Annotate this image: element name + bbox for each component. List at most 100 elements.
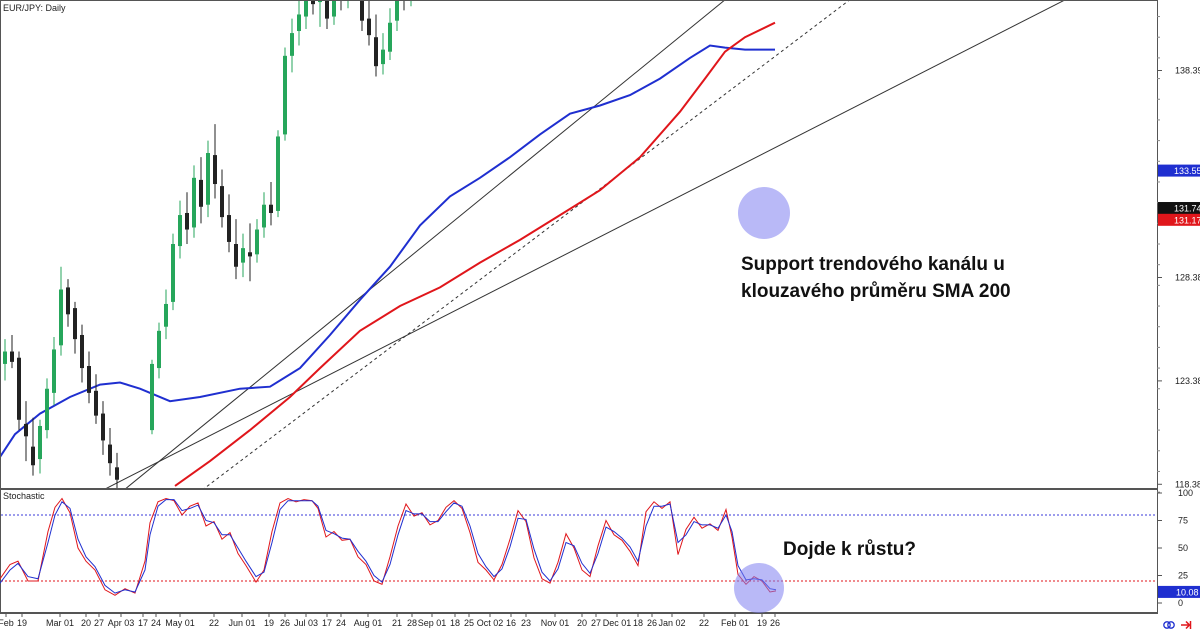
link-icon[interactable]: [1163, 621, 1175, 629]
candle-body: [234, 244, 238, 267]
candle-body: [248, 252, 252, 257]
candle-body: [325, 1, 329, 19]
candle-body: [31, 446, 35, 466]
candle: [227, 194, 231, 253]
date-tick-label: Aug 01: [354, 618, 383, 628]
date-tick-label: Sep 01: [418, 618, 447, 628]
candle-body: [283, 55, 287, 135]
candle: [31, 417, 35, 476]
channel-lower-line: [106, 1, 1064, 488]
stoch-tick-label: 25: [1178, 571, 1188, 581]
candle: [290, 18, 294, 73]
date-tick-label: Oct 02: [477, 618, 504, 628]
candle: [101, 401, 105, 455]
candle-body: [395, 1, 399, 21]
candle-body: [220, 186, 224, 218]
date-tick-label: 19: [17, 618, 27, 628]
date-tick-label: Dec 01: [603, 618, 632, 628]
candle-body: [66, 287, 70, 315]
candle-body: [3, 351, 7, 364]
date-tick-label: Apr 03: [108, 618, 135, 628]
candle: [192, 165, 196, 238]
arrow-icon[interactable]: [1181, 620, 1192, 630]
candle: [52, 337, 56, 406]
sma-200-line: [174, 21, 776, 487]
candle: [24, 401, 28, 462]
candle-body: [24, 423, 28, 437]
candle: [234, 219, 238, 280]
candle: [262, 192, 266, 238]
date-tick-label: 26: [647, 618, 657, 628]
candle-body: [227, 215, 231, 242]
candle: [297, 1, 301, 46]
candle-body: [164, 303, 168, 327]
candle: [367, 1, 371, 46]
stoch-annotation: Dojde k růstu?: [783, 539, 916, 560]
candle-body: [38, 425, 42, 460]
date-tick-label: 27: [591, 618, 601, 628]
candle-body: [115, 467, 119, 480]
candle: [73, 301, 77, 354]
candle-body: [255, 229, 259, 255]
sma-100-line: [1, 44, 775, 458]
candle: [59, 266, 63, 356]
stoch-value-label: 10.08: [1176, 587, 1199, 597]
candle: [255, 219, 259, 263]
stoch-pane: [0, 489, 1158, 613]
candle-body: [332, 1, 336, 17]
price-tick-label: 123.38: [1175, 376, 1200, 386]
candle: [38, 419, 42, 474]
price-tick-label: 118.38: [1175, 479, 1200, 489]
price-tag-box: [1158, 164, 1200, 177]
candle-body: [311, 1, 315, 5]
date-tick-label: 22: [699, 618, 709, 628]
candle: [206, 140, 210, 218]
date-tick-label: 24: [336, 618, 346, 628]
candle-body: [10, 351, 14, 362]
candle-body: [17, 357, 21, 420]
stoch-tick-label: 0: [1178, 598, 1183, 608]
candle-body: [52, 349, 56, 393]
candle: [403, 1, 405, 11]
candle-body: [73, 308, 77, 340]
candle: [94, 374, 98, 424]
candle: [388, 8, 392, 60]
stoch-tick-label: 50: [1178, 543, 1188, 553]
main-pane: [0, 0, 1158, 489]
date-tick-label: 26: [770, 618, 780, 628]
date-tick-label: 17: [322, 618, 332, 628]
date-tick-label: Jul 03: [294, 618, 318, 628]
candle-body: [213, 155, 217, 185]
candle-body: [199, 179, 203, 207]
candle: [66, 279, 70, 327]
price-tag-label: 131.74: [1174, 204, 1200, 214]
date-tick-label: 22: [209, 618, 219, 628]
candle: [304, 1, 308, 29]
stoch-tick-label: 100: [1178, 488, 1193, 498]
date-tick-label: 26: [280, 618, 290, 628]
date-tick-label: 19: [264, 618, 274, 628]
candle: [199, 157, 203, 224]
price-axis: 138.39 133.55 128.38 123.38 118.38: [1157, 16, 1200, 493]
candle: [45, 378, 49, 439]
candle: [283, 47, 287, 141]
candle-body: [157, 330, 161, 369]
candle-body: [304, 1, 308, 17]
candle: [248, 223, 252, 282]
stoch-value-box: [1158, 585, 1200, 598]
candle-body: [94, 390, 98, 416]
date-tick-label: 16: [506, 618, 516, 628]
date-tick-label: Jan 02: [658, 618, 685, 628]
candle: [185, 192, 189, 244]
price-tag-box: [1158, 202, 1200, 215]
price-tag-label: 131.17: [1174, 215, 1200, 225]
candle-body: [108, 444, 112, 464]
candle: [374, 14, 378, 77]
candle: [332, 1, 336, 25]
price-tag-label: 133.55: [1174, 166, 1200, 176]
candle: [108, 428, 112, 476]
candle: [164, 289, 168, 340]
candle-body: [150, 363, 154, 431]
